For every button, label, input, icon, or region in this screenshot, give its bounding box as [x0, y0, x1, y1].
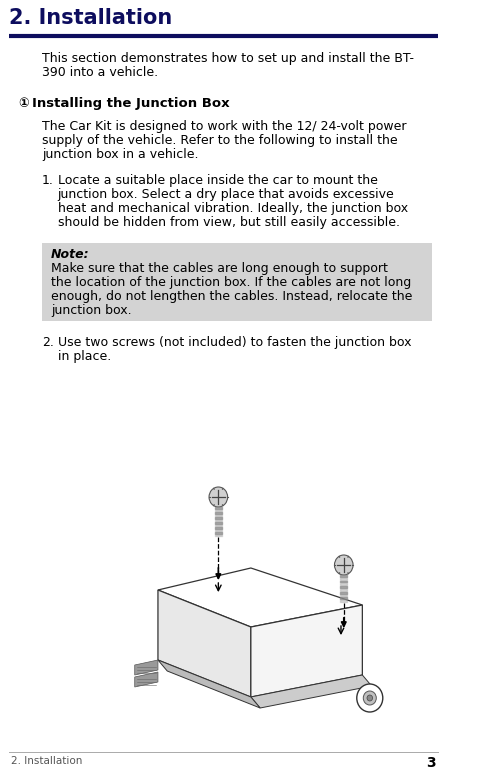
Text: in place.: in place.	[58, 350, 110, 363]
FancyBboxPatch shape	[42, 243, 431, 321]
Text: Make sure that the cables are long enough to support: Make sure that the cables are long enoug…	[51, 262, 387, 275]
Circle shape	[362, 691, 375, 705]
Text: Use two screws (not included) to fasten the junction box: Use two screws (not included) to fasten …	[58, 336, 410, 349]
Text: junction box. Select a dry place that avoids excessive: junction box. Select a dry place that av…	[58, 188, 394, 201]
Text: Installing the Junction Box: Installing the Junction Box	[32, 97, 229, 110]
Text: 390 into a vehicle.: 390 into a vehicle.	[42, 66, 157, 79]
Circle shape	[209, 487, 227, 507]
Polygon shape	[134, 660, 157, 675]
Text: should be hidden from view, but still easily accessible.: should be hidden from view, but still ea…	[58, 216, 399, 229]
Circle shape	[356, 684, 382, 712]
Text: enough, do not lengthen the cables. Instead, relocate the: enough, do not lengthen the cables. Inst…	[51, 290, 412, 303]
Text: Locate a suitable place inside the car to mount the: Locate a suitable place inside the car t…	[58, 174, 377, 187]
Text: 1.: 1.	[42, 174, 54, 187]
Text: heat and mechanical vibration. Ideally, the junction box: heat and mechanical vibration. Ideally, …	[58, 202, 407, 215]
Circle shape	[334, 555, 352, 575]
Polygon shape	[157, 568, 361, 627]
Text: Note:: Note:	[51, 248, 90, 261]
Text: junction box in a vehicle.: junction box in a vehicle.	[42, 148, 198, 161]
Polygon shape	[251, 605, 361, 697]
Text: 3: 3	[425, 756, 435, 770]
Polygon shape	[134, 672, 157, 687]
Text: the location of the junction box. If the cables are not long: the location of the junction box. If the…	[51, 276, 410, 289]
Polygon shape	[251, 675, 371, 708]
Text: 2. Installation: 2. Installation	[11, 756, 83, 766]
Text: junction box.: junction box.	[51, 304, 132, 317]
Text: supply of the vehicle. Refer to the following to install the: supply of the vehicle. Refer to the foll…	[42, 134, 396, 147]
Text: The Car Kit is designed to work with the 12/ 24-volt power: The Car Kit is designed to work with the…	[42, 120, 406, 133]
Text: This section demonstrates how to set up and install the BT-: This section demonstrates how to set up …	[42, 52, 413, 65]
Circle shape	[366, 695, 372, 701]
Text: 2. Installation: 2. Installation	[9, 8, 172, 28]
Text: ①: ①	[19, 97, 29, 110]
Polygon shape	[157, 590, 251, 697]
Text: 2.: 2.	[42, 336, 54, 349]
Polygon shape	[157, 660, 260, 708]
